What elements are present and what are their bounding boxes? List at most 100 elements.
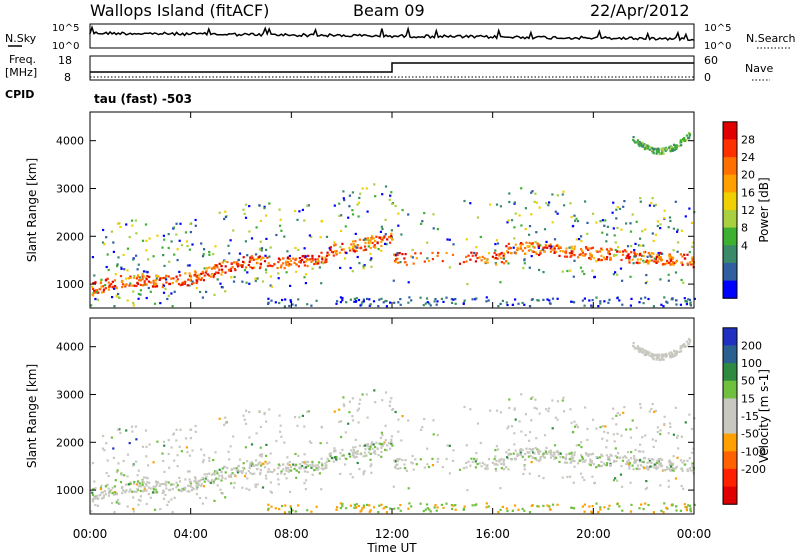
echo-cell bbox=[237, 258, 240, 261]
echo-cell bbox=[592, 463, 595, 466]
echo-cell bbox=[527, 249, 530, 252]
echo-cell bbox=[154, 485, 157, 488]
echo-cell bbox=[304, 273, 308, 276]
echo-cell bbox=[638, 507, 641, 510]
echo-cell bbox=[289, 299, 292, 302]
echo-cell bbox=[349, 472, 352, 476]
echo-cell bbox=[269, 452, 272, 455]
echo-cell bbox=[288, 463, 291, 467]
echo-cell bbox=[275, 233, 278, 237]
echo-cell bbox=[524, 434, 527, 437]
echo-cell bbox=[147, 464, 150, 467]
echo-cell bbox=[358, 444, 361, 447]
echo-cell bbox=[200, 448, 203, 451]
echo-cell bbox=[667, 479, 670, 482]
echo-cell bbox=[104, 279, 107, 282]
echo-cell bbox=[627, 462, 630, 465]
echo-cell bbox=[528, 245, 531, 248]
echo-cell bbox=[188, 470, 191, 473]
echo-cell bbox=[569, 408, 572, 411]
echo-cell bbox=[647, 457, 650, 461]
echo-cell bbox=[561, 193, 564, 196]
echo-cell bbox=[497, 305, 500, 308]
echo-cell bbox=[256, 463, 259, 467]
echo-cell bbox=[475, 246, 478, 249]
echo-cell bbox=[349, 455, 352, 458]
echo-cell bbox=[543, 250, 546, 253]
echo-cell bbox=[691, 245, 694, 248]
echo-cell bbox=[135, 438, 138, 441]
colorbar-swatch bbox=[723, 174, 737, 193]
echo-cell bbox=[348, 400, 351, 403]
echo-cell bbox=[655, 356, 658, 359]
echo-cell bbox=[116, 222, 120, 225]
echo-cell bbox=[465, 461, 468, 464]
echo-cell bbox=[650, 149, 653, 152]
echo-cell bbox=[548, 201, 551, 204]
echo-cell bbox=[362, 300, 365, 303]
echo-cell bbox=[178, 274, 182, 277]
echo-cell bbox=[520, 448, 523, 451]
echo-cell bbox=[648, 351, 651, 354]
echo-cell bbox=[118, 428, 121, 431]
echo-cell bbox=[333, 456, 337, 459]
echo-cell bbox=[354, 232, 357, 235]
echo-cell bbox=[348, 452, 351, 455]
echo-cell bbox=[543, 456, 546, 459]
echo-cell bbox=[224, 265, 227, 268]
echo-cell bbox=[100, 484, 103, 487]
echo-cell bbox=[339, 296, 342, 299]
echo-cell bbox=[351, 209, 354, 212]
echo-cell bbox=[570, 254, 573, 257]
echo-cell bbox=[270, 491, 273, 494]
echo-cell bbox=[426, 241, 429, 244]
echo-cell bbox=[251, 256, 254, 259]
echo-cell bbox=[491, 255, 494, 258]
echo-cell bbox=[467, 460, 470, 463]
echo-cell bbox=[581, 505, 584, 508]
echo-cell bbox=[643, 261, 646, 264]
echo-cell bbox=[280, 264, 283, 267]
echo-cell bbox=[676, 434, 679, 437]
echo-cell bbox=[583, 272, 586, 276]
echo-cell bbox=[356, 203, 359, 206]
echo-cell bbox=[155, 481, 158, 484]
echo-cell bbox=[267, 262, 270, 265]
echo-cell bbox=[643, 349, 646, 352]
echo-cell bbox=[160, 483, 163, 486]
echo-cell bbox=[280, 435, 283, 438]
echo-cell bbox=[619, 267, 623, 270]
echo-cell bbox=[689, 304, 692, 307]
echo-cell bbox=[269, 275, 272, 278]
echo-cell bbox=[496, 242, 500, 245]
echo-cell bbox=[332, 460, 335, 463]
echo-cell bbox=[186, 451, 189, 454]
echo-cell bbox=[320, 251, 323, 254]
echo-cell bbox=[584, 253, 587, 256]
echo-cell bbox=[471, 254, 474, 257]
echo-cell bbox=[633, 455, 636, 458]
echo-cell bbox=[126, 505, 129, 508]
echo-cell bbox=[303, 425, 306, 428]
echo-cell bbox=[538, 206, 541, 209]
echo-cell bbox=[573, 247, 576, 251]
echo-cell bbox=[528, 241, 531, 244]
echo-cell bbox=[655, 467, 658, 470]
echo-cell bbox=[688, 261, 692, 264]
echo-cell bbox=[427, 259, 431, 263]
echo-cell bbox=[563, 461, 567, 464]
echo-cell bbox=[398, 457, 401, 461]
echo-cell bbox=[357, 201, 361, 204]
echo-cell bbox=[277, 478, 280, 481]
echo-cell bbox=[112, 447, 115, 450]
echo-cell bbox=[462, 261, 465, 264]
echo-cell bbox=[575, 423, 578, 426]
echo-cell bbox=[167, 452, 170, 456]
echo-cell bbox=[139, 499, 142, 502]
echo-cell bbox=[359, 453, 362, 456]
echo-cell bbox=[542, 452, 545, 455]
echo-cell bbox=[351, 453, 354, 456]
echo-cell bbox=[349, 298, 352, 301]
echo-cell bbox=[672, 256, 675, 259]
nsearch-label: N.Search bbox=[746, 32, 796, 45]
